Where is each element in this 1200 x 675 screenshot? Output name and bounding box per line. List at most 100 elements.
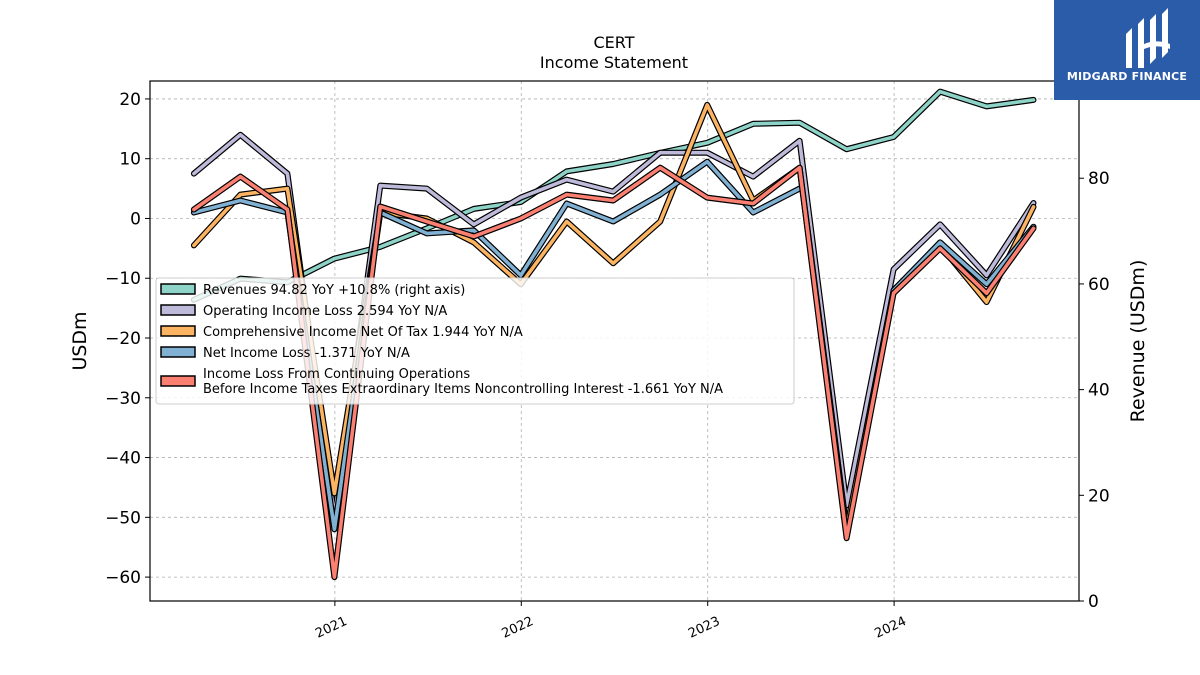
left-tick-label: −50 bbox=[105, 508, 141, 528]
legend-swatch bbox=[160, 346, 196, 358]
data-point bbox=[425, 187, 429, 191]
data-point bbox=[1032, 205, 1035, 209]
data-point bbox=[751, 175, 755, 179]
data-point bbox=[611, 162, 615, 166]
data-point bbox=[938, 223, 942, 226]
data-point bbox=[378, 245, 382, 249]
legend: Revenues 94.82 YoY +10.8% (right axis) Op… bbox=[155, 277, 795, 405]
data-point bbox=[705, 141, 709, 145]
data-point bbox=[985, 300, 988, 304]
data-point bbox=[286, 187, 289, 191]
left-tick-label: 0 bbox=[130, 209, 141, 229]
data-point bbox=[798, 121, 801, 125]
data-point bbox=[192, 208, 196, 211]
data-point bbox=[472, 241, 476, 244]
data-point bbox=[705, 103, 709, 107]
data-point bbox=[565, 220, 569, 223]
legend-label: Operating Income Loss 2.594 YoY N/A bbox=[203, 304, 447, 319]
data-point bbox=[611, 190, 615, 194]
data-point bbox=[519, 273, 523, 277]
data-point bbox=[705, 151, 709, 155]
data-point bbox=[985, 291, 988, 295]
data-point bbox=[286, 208, 289, 211]
left-axis: 20 10 0 −10 −20 −30 −40 −50 −60 bbox=[105, 90, 150, 588]
data-point bbox=[798, 166, 801, 170]
brand-mark-icon bbox=[1126, 8, 1170, 68]
data-point bbox=[705, 196, 709, 200]
data-point bbox=[892, 135, 895, 139]
data-point bbox=[611, 199, 615, 202]
data-point bbox=[378, 184, 382, 188]
data-point bbox=[333, 257, 336, 260]
data-point bbox=[985, 282, 988, 286]
data-point bbox=[892, 267, 895, 271]
data-point bbox=[565, 170, 569, 173]
right-tick-label: 60 bbox=[1088, 275, 1110, 295]
data-point bbox=[239, 175, 242, 179]
series-0 bbox=[190, 88, 1037, 303]
left-tick-label: −60 bbox=[105, 568, 141, 588]
right-axis: 80 60 40 20 0 bbox=[1079, 169, 1110, 612]
series-4 bbox=[190, 164, 1037, 581]
series-layer bbox=[190, 88, 1037, 581]
data-point bbox=[565, 193, 569, 197]
data-point bbox=[425, 220, 429, 223]
data-point bbox=[239, 133, 242, 137]
plot-frame bbox=[149, 80, 1080, 602]
data-point bbox=[705, 160, 709, 164]
data-point bbox=[658, 220, 662, 223]
left-tick-label: −30 bbox=[105, 389, 141, 409]
right-tick-label: 20 bbox=[1088, 486, 1110, 506]
data-point bbox=[611, 220, 615, 223]
data-point bbox=[378, 205, 382, 208]
data-point bbox=[985, 273, 988, 277]
data-point bbox=[472, 235, 476, 238]
left-tick-label: −40 bbox=[105, 449, 141, 469]
x-tick-label: 2024 bbox=[872, 614, 908, 642]
legend-label: Comprehensive Income Net Of Tax 1.944 Yo… bbox=[203, 325, 523, 340]
left-tick-label: 20 bbox=[119, 90, 141, 110]
data-point bbox=[1032, 227, 1035, 230]
legend-label: Income Loss From Continuing Operations Be… bbox=[203, 367, 723, 397]
data-point bbox=[845, 147, 848, 151]
data-point bbox=[751, 122, 755, 126]
data-point bbox=[519, 196, 523, 200]
data-point bbox=[333, 492, 336, 495]
data-point bbox=[845, 536, 848, 540]
data-point bbox=[751, 202, 755, 205]
legend-swatch bbox=[160, 283, 196, 295]
data-point bbox=[239, 199, 242, 202]
legend-swatch bbox=[160, 304, 196, 316]
data-point bbox=[1032, 201, 1035, 205]
data-point bbox=[751, 211, 755, 214]
data-point bbox=[1032, 98, 1035, 102]
data-point bbox=[565, 202, 569, 205]
data-point bbox=[425, 227, 429, 230]
chart-title: CERT bbox=[593, 33, 634, 52]
y-axis-label-right: Revenue (USDm) bbox=[1127, 260, 1149, 423]
left-tick-label: −10 bbox=[105, 269, 141, 289]
x-tick-label: 2022 bbox=[500, 614, 536, 642]
left-tick-label: 10 bbox=[119, 150, 141, 170]
right-tick-label: 0 bbox=[1088, 592, 1099, 612]
x-tick-label: 2021 bbox=[313, 614, 349, 642]
data-point bbox=[472, 207, 476, 211]
data-point bbox=[472, 223, 476, 226]
data-point bbox=[892, 291, 895, 295]
legend-label: Net Income Loss -1.371 YoY N/A bbox=[203, 346, 410, 361]
data-point bbox=[658, 166, 662, 170]
data-point bbox=[938, 241, 942, 244]
data-point bbox=[985, 105, 988, 108]
legend-box bbox=[155, 277, 795, 405]
data-point bbox=[239, 193, 242, 197]
data-point bbox=[192, 172, 196, 176]
data-point bbox=[519, 217, 523, 220]
legend-swatch bbox=[160, 375, 196, 387]
data-point bbox=[658, 193, 662, 197]
data-point bbox=[333, 575, 336, 579]
data-point bbox=[472, 229, 476, 232]
data-point bbox=[286, 172, 289, 176]
series-line bbox=[891, 224, 1036, 293]
data-point bbox=[938, 90, 942, 93]
